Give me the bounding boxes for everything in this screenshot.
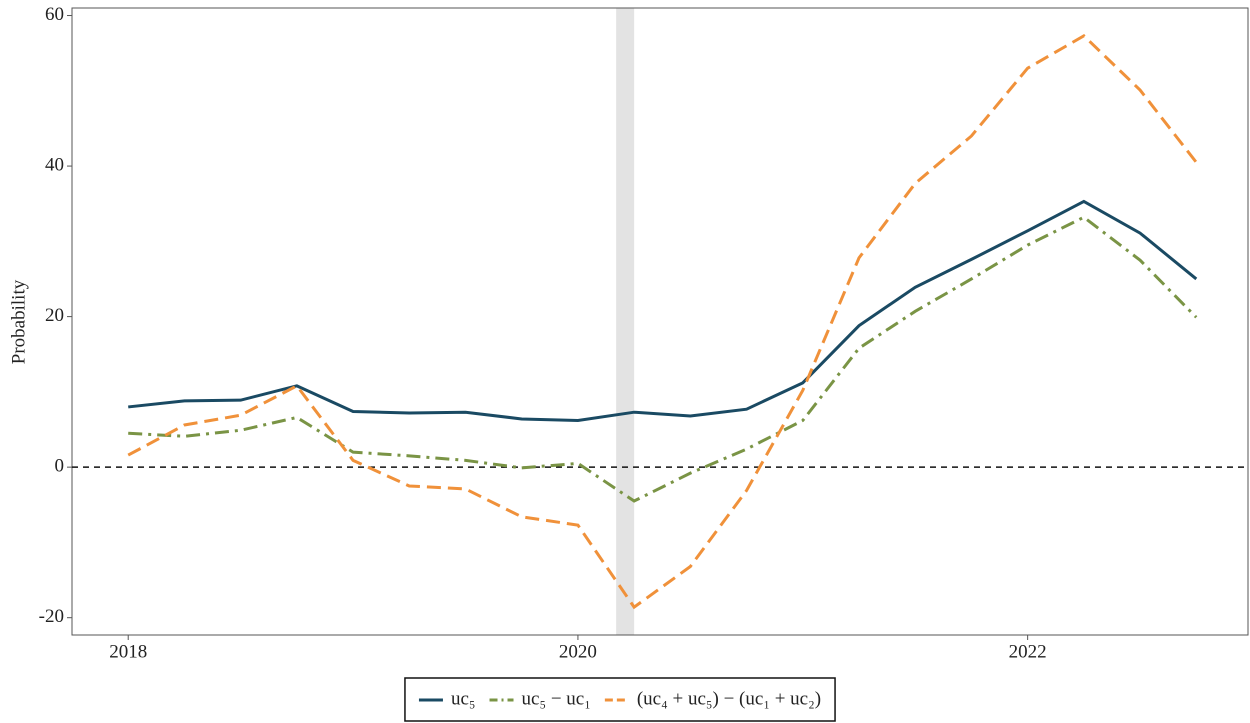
legend-label: (uc₄ + uc₅) − (uc₁ + uc₂) [637, 688, 821, 709]
y-axis-label: Probability [8, 279, 29, 364]
y-tick-label: 60 [45, 4, 64, 25]
y-tick-label: 0 [55, 456, 65, 477]
shaded-region [616, 8, 635, 635]
series-line [128, 215, 1198, 503]
legend: uc₅ uc₅ − uc₁ (uc₄ + uc₅) − (uc₁ + uc₂) [404, 677, 836, 722]
series-line [127, 33, 1198, 610]
legend-label: uc₅ [451, 688, 476, 709]
x-tick-label: 2018 [109, 641, 147, 662]
legend-label: uc₅ − uc₁ [522, 688, 591, 709]
x-tick-label: 2020 [559, 641, 597, 662]
series-line [128, 199, 1198, 422]
y-tick-label: 20 [45, 305, 64, 326]
x-tick-label: 2022 [1009, 641, 1047, 662]
plot-frame [71, 7, 1249, 636]
y-tick-label: 40 [45, 154, 64, 175]
y-tick-label: -20 [39, 606, 64, 627]
